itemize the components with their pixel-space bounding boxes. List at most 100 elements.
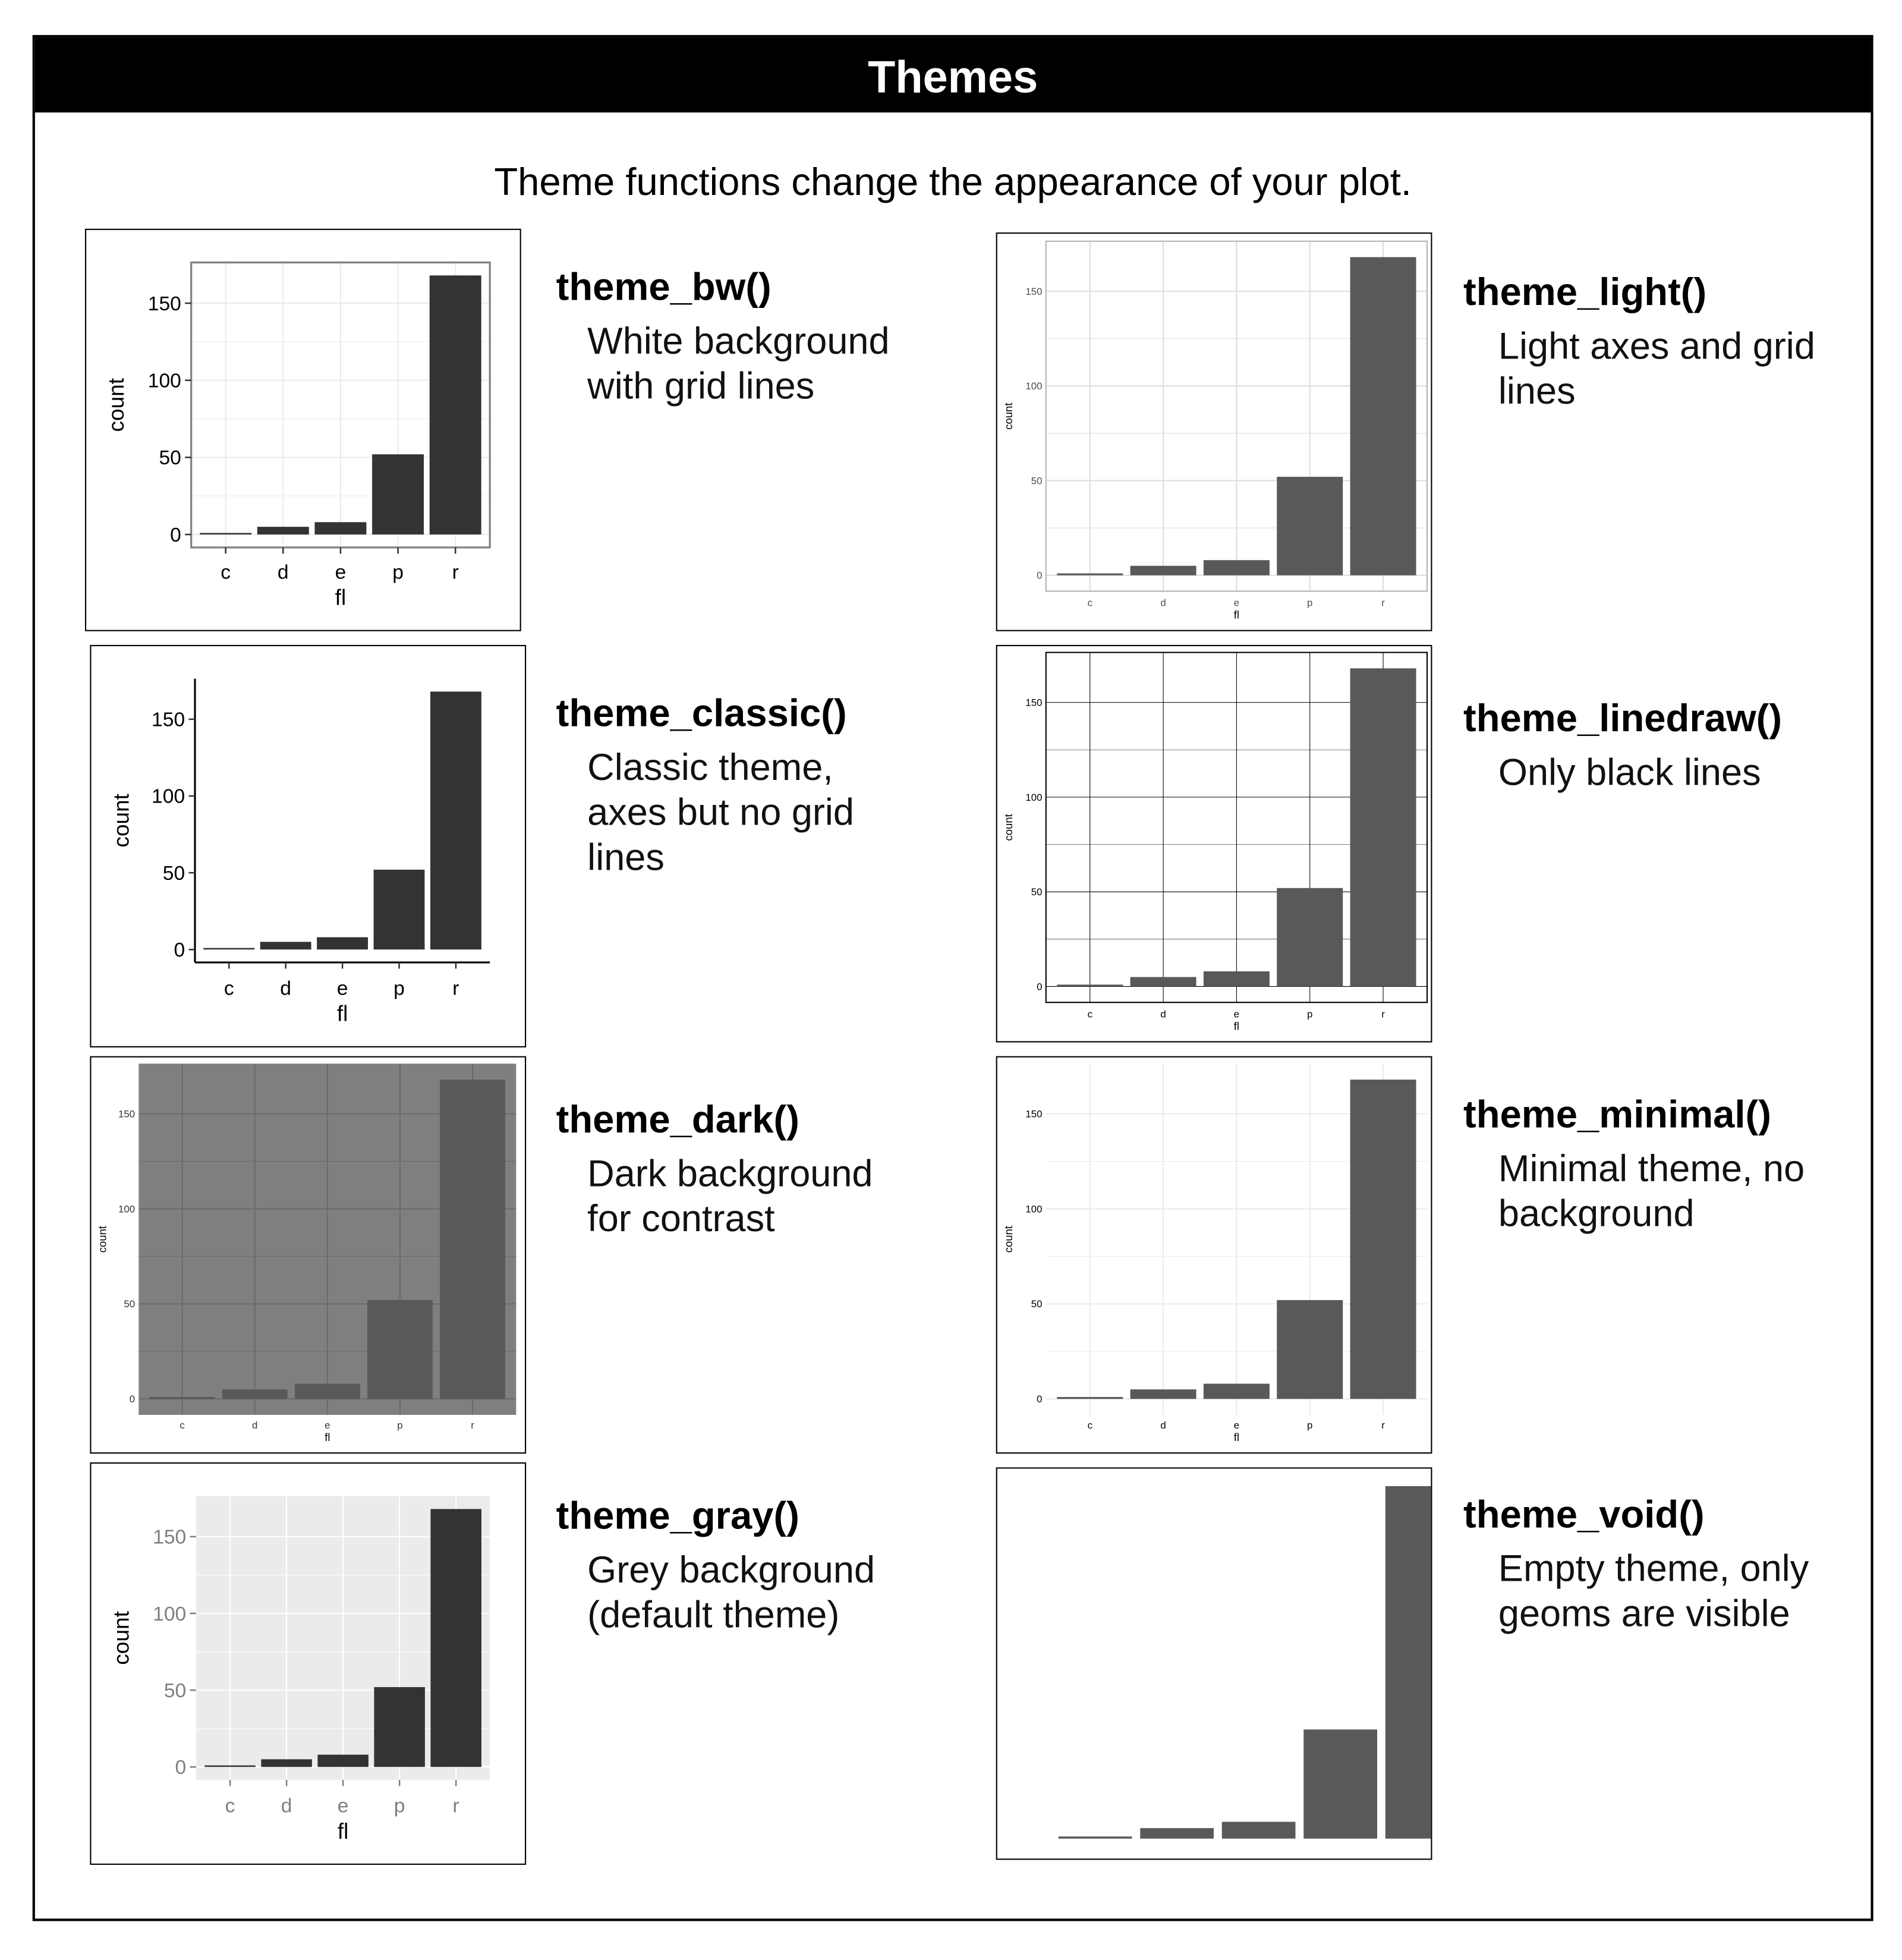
theme-description-classic: Classic theme, axes but no grid lines [587, 746, 854, 881]
chart-dark: 0 50 100 150 c d e p r fl count [96, 1064, 517, 1443]
description-line: Grey background [587, 1550, 876, 1591]
x-axis-label: fl [337, 1002, 348, 1026]
theme-name-linedraw: theme_linedraw() [1463, 696, 1783, 740]
x-tick-label: c [221, 561, 231, 583]
x-tick-label: c [180, 1420, 184, 1431]
chart-panel-void [996, 1467, 1432, 1860]
y-axis-label: count [1002, 1226, 1015, 1253]
bar-r [430, 691, 481, 950]
description-line: with grid lines [587, 366, 815, 408]
x-tick-label: c [225, 1795, 235, 1817]
y-axis-label: count [104, 377, 128, 432]
y-tick-label: 100 [118, 1203, 135, 1215]
bar-d [222, 1389, 288, 1399]
bar-c [1057, 984, 1123, 987]
x-tick-label: p [394, 1795, 405, 1817]
theme-description-minimal: Minimal theme, no background [1498, 1147, 1805, 1237]
description-line: Empty theme, only [1498, 1548, 1809, 1590]
y-tick-label: 0 [1037, 981, 1042, 992]
y-tick-label: 100 [153, 1603, 186, 1625]
x-tick-label: d [278, 561, 289, 583]
y-tick-label: 150 [148, 293, 181, 315]
bar-d [1130, 1389, 1196, 1399]
y-tick-label: 150 [1025, 286, 1042, 297]
y-tick-label: 0 [170, 524, 181, 546]
bar-r [440, 1080, 506, 1399]
bar-c [1057, 1396, 1123, 1399]
y-axis-label: count [1002, 814, 1015, 841]
plot-border [1045, 240, 1428, 592]
theme-name-bw: theme_bw() [556, 265, 771, 309]
bar-c [204, 1765, 256, 1767]
x-tick-label: e [1234, 1008, 1239, 1020]
y-tick-label: 150 [153, 1527, 186, 1549]
bar-r [429, 275, 481, 535]
y-tick-label: 150 [118, 1109, 135, 1120]
description-line: for contrast [587, 1198, 775, 1240]
bar-d [1130, 565, 1196, 575]
y-tick-label: 50 [159, 447, 181, 469]
x-axis-label: fl [1234, 1431, 1239, 1443]
bar-p [1277, 1300, 1343, 1399]
bar-e [1203, 971, 1270, 987]
description-line: Minimal theme, no [1498, 1149, 1805, 1190]
bar-p [372, 454, 424, 535]
theme-name-void: theme_void() [1463, 1492, 1705, 1536]
y-axis-label: count [109, 793, 134, 847]
chart-panel-bw: 0 50 100 150 c d e p r fl count [84, 228, 521, 631]
x-tick-label: p [1307, 1008, 1312, 1020]
y-tick-label: 150 [152, 709, 185, 731]
y-tick-label: 150 [1025, 1109, 1042, 1120]
x-tick-label: p [397, 1420, 402, 1431]
y-tick-label: 100 [1025, 380, 1042, 392]
bar-e [314, 522, 367, 535]
bar-r [1350, 257, 1416, 575]
x-tick-label: p [1307, 1420, 1312, 1431]
description-line: lines [587, 837, 665, 879]
y-tick-label: 0 [1037, 570, 1042, 581]
x-axis-label: fl [1234, 1020, 1239, 1032]
bar-c [149, 1396, 215, 1399]
chart-linedraw: 0 50 100 150 c d e p r fl count [1002, 652, 1428, 1032]
x-tick-label: e [325, 1420, 330, 1431]
x-tick-label: e [1234, 597, 1239, 609]
x-axis-label: fl [338, 1819, 349, 1843]
bar-c [200, 533, 252, 535]
description-line: lines [1498, 371, 1576, 413]
bar-d [260, 942, 311, 950]
theme-description-linedraw: Only black lines [1498, 751, 1761, 797]
y-tick-label: 50 [164, 1680, 186, 1702]
bar-r [430, 1509, 481, 1767]
y-axis-label: count [109, 1610, 134, 1665]
bar-p [1277, 888, 1343, 987]
bar-r [1350, 668, 1416, 987]
x-tick-label: e [1234, 1420, 1239, 1431]
description-line: geoms are visible [1498, 1593, 1790, 1635]
x-tick-label: d [252, 1420, 257, 1431]
y-tick-label: 50 [1031, 886, 1043, 898]
x-tick-label: p [392, 561, 404, 583]
y-tick-label: 0 [130, 1393, 135, 1405]
chart-minimal: 0 50 100 150 c d e p r fl count [1002, 1064, 1428, 1443]
header-title: Themes [34, 37, 1871, 113]
y-tick-label: 50 [124, 1298, 135, 1310]
x-tick-label: e [335, 561, 347, 583]
bar-p [373, 869, 425, 950]
bar-p [1303, 1729, 1378, 1839]
x-tick-label: c [1088, 1008, 1092, 1020]
x-tick-label: e [337, 978, 348, 1000]
x-tick-label: d [1160, 1008, 1166, 1020]
theme-description-bw: White background with grid lines [587, 320, 889, 410]
y-tick-label: 0 [174, 939, 185, 961]
bar-d [257, 527, 309, 535]
bar-p [367, 1300, 433, 1399]
bar-c [1057, 573, 1123, 575]
y-tick-label: 50 [163, 863, 185, 885]
subtitle: Theme functions change the appearance of… [494, 160, 1412, 204]
plot-border [1045, 652, 1428, 1003]
bar-e [1203, 1383, 1270, 1399]
bar-r [1385, 1486, 1431, 1839]
bar-e [294, 1383, 360, 1399]
x-tick-label: r [453, 1795, 459, 1817]
x-tick-label: r [471, 1420, 474, 1431]
